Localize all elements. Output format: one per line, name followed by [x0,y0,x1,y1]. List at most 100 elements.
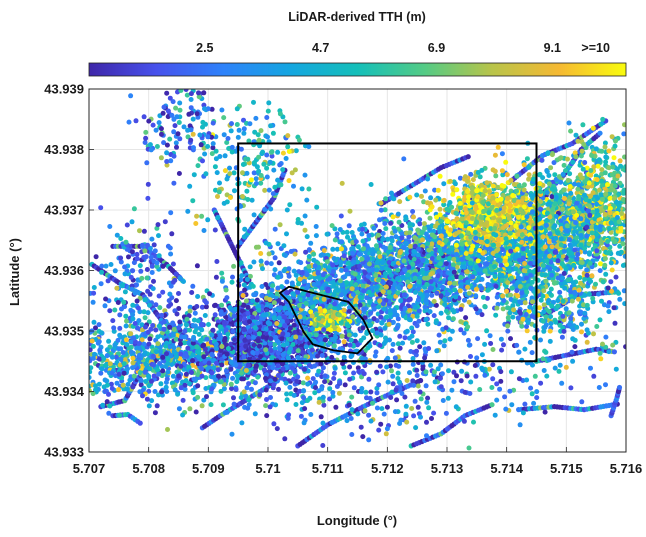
data-point [194,304,199,309]
data-point [308,241,313,246]
data-point [275,363,280,368]
data-point [395,268,400,273]
data-point [338,227,343,232]
data-point [276,275,281,280]
colorbar-label: LiDAR-derived TTH (m) [288,10,426,24]
data-point [296,281,301,286]
data-point [268,336,273,341]
data-point [221,402,226,407]
data-point [428,195,433,200]
data-point [336,339,341,344]
data-point [145,397,150,402]
data-point [350,286,355,291]
data-point [402,267,407,272]
data-point [388,294,393,299]
data-point [314,332,319,337]
data-point [376,233,381,238]
data-point [311,252,316,257]
data-point [225,352,230,357]
data-point [263,347,268,352]
data-point [121,350,126,355]
data-point [256,339,261,344]
data-point [488,283,493,288]
data-point [339,268,344,273]
data-point [389,191,394,196]
data-point [361,246,366,251]
data-point [429,293,434,298]
data-point [195,294,200,299]
data-point [446,315,451,320]
data-point [438,207,443,212]
data-point [124,324,129,329]
data-point [273,255,278,260]
data-point [418,378,423,383]
data-point [369,182,374,187]
data-point [489,402,494,407]
data-point [307,254,312,259]
data-point [206,322,211,327]
data-point [442,338,447,343]
data-point [388,221,393,226]
data-point [241,293,246,298]
data-point [333,238,338,243]
data-point [274,321,279,326]
data-point [98,371,103,376]
data-point [342,339,347,344]
data-point [287,274,292,279]
data-point [256,308,261,313]
data-point [242,282,247,287]
data-point [425,177,430,182]
data-point [386,250,391,255]
data-point [379,208,384,213]
data-point [229,386,234,391]
data-point [332,301,337,306]
data-point [372,307,377,312]
data-point [312,282,317,287]
data-point [218,324,223,329]
data-point [396,285,401,290]
data-point [246,363,251,368]
data-point [355,290,360,295]
data-point [297,303,302,308]
data-point [278,305,283,310]
data-point [391,196,396,201]
data-point [380,237,385,242]
data-point [239,395,244,400]
data-point [331,269,336,274]
data-point [216,374,221,379]
data-point [164,351,169,356]
data-point [149,379,154,384]
data-point [230,275,235,280]
data-point [211,365,216,370]
data-point [424,317,429,322]
data-point [224,327,229,332]
data-point [612,349,617,354]
data-point [247,319,252,324]
data-point [597,131,602,136]
data-point [325,232,330,237]
data-point [437,333,442,338]
data-point [250,315,255,320]
data-point [267,251,272,256]
data-point [174,354,179,359]
data-point [289,337,294,342]
data-point [222,321,227,326]
data-point [419,194,424,199]
data-point [193,329,198,334]
data-point [107,404,112,409]
data-point [182,353,187,358]
data-point [401,311,406,316]
data-point [284,279,289,284]
data-point [284,290,289,295]
data-point [144,362,149,367]
data-point [239,260,244,265]
data-point [124,337,129,342]
data-point [301,291,306,296]
data-point [178,342,183,347]
data-point [407,195,412,200]
data-point [452,281,457,286]
data-point [270,355,275,360]
data-point [184,322,189,327]
data-point [267,297,272,302]
data-point [322,248,327,253]
